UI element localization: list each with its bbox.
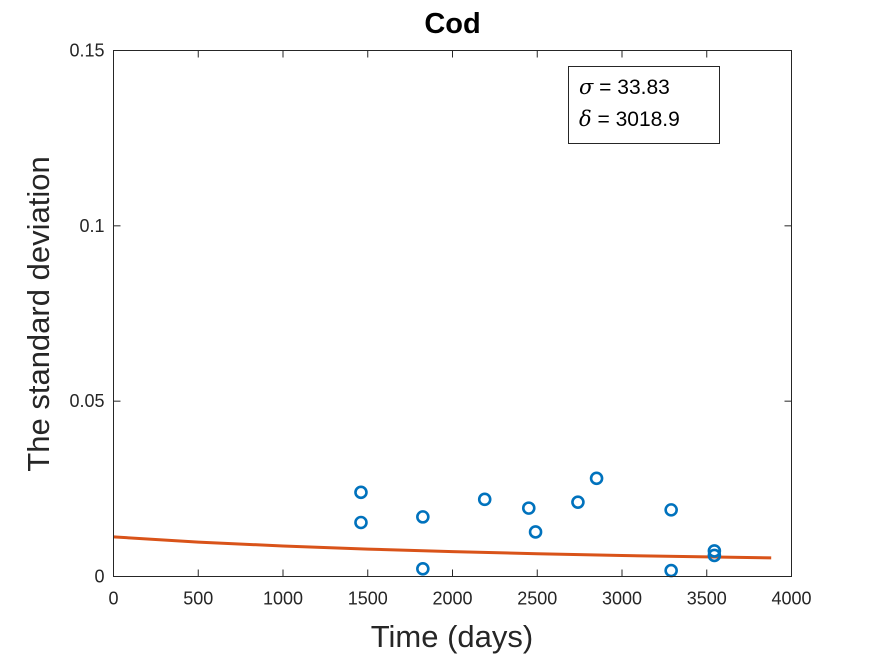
- chart-title: Cod: [424, 8, 481, 40]
- x-tick-label: 0: [108, 589, 118, 609]
- y-axis-ticks: 0 0.05 0.1 0.15: [69, 41, 792, 587]
- y-tick-label: 0.15: [69, 41, 104, 61]
- sigma-annotation: σ = 33.83: [579, 75, 670, 100]
- data-point: [707, 548, 722, 563]
- y-tick-label: 0: [94, 567, 104, 587]
- fitted-curve: [113, 535, 772, 560]
- sigma-value: = 33.83: [593, 76, 670, 99]
- data-point: [664, 563, 678, 578]
- sigma-symbol: σ: [579, 75, 594, 99]
- x-tick-label: 2500: [517, 589, 557, 609]
- data-point: [707, 544, 722, 558]
- x-axis-label: Time (days): [370, 619, 534, 654]
- x-axis-ticks: 0 500 1000 1500 2000 2500 3000 3500 4000: [108, 50, 812, 609]
- data-point: [354, 485, 368, 500]
- data-point: [416, 561, 430, 576]
- delta-symbol: δ: [579, 107, 592, 131]
- x-tick-label: 1000: [263, 589, 303, 609]
- x-tick-label: 2000: [432, 589, 472, 609]
- data-point: [521, 501, 536, 515]
- x-tick-label: 1500: [348, 589, 388, 609]
- data-point: [477, 492, 492, 507]
- x-tick-label: 3500: [687, 589, 727, 609]
- delta-value: = 3018.9: [591, 108, 680, 131]
- fitted-curve-layer: [113, 535, 772, 560]
- scatter-points-layer: [354, 471, 722, 578]
- x-tick-label: 3000: [602, 589, 642, 609]
- data-point: [589, 471, 604, 486]
- x-tick-label: 500: [183, 589, 213, 609]
- x-tick-label: 4000: [771, 589, 811, 609]
- data-point: [354, 515, 368, 530]
- data-point: [528, 525, 543, 539]
- data-point: [571, 495, 585, 509]
- y-tick-label: 0.05: [69, 391, 104, 411]
- data-point: [416, 510, 430, 524]
- y-tick-label: 0.1: [79, 216, 104, 236]
- data-point: [664, 503, 678, 517]
- parameter-annotation-box: σ = 33.83 δ = 3018.9: [568, 66, 720, 144]
- delta-annotation: δ = 3018.9: [579, 107, 680, 132]
